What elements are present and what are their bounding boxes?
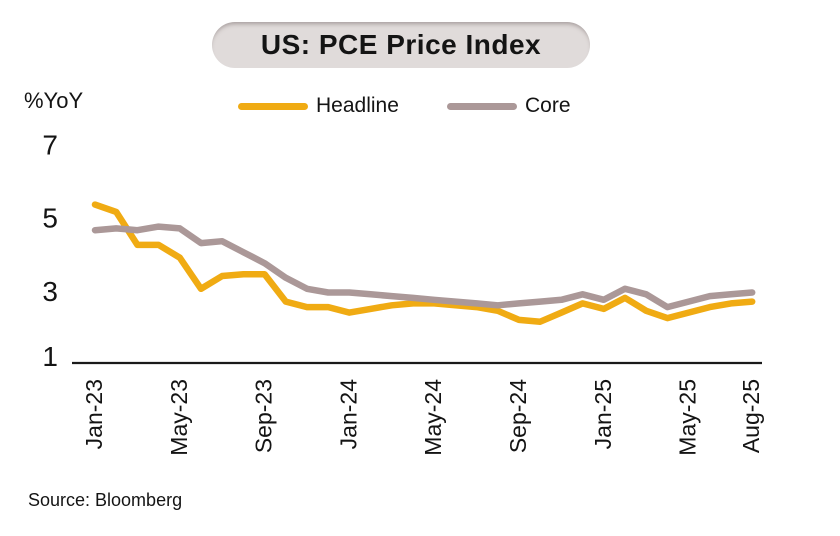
- x-tick-label: Sep-24: [505, 379, 531, 453]
- y-tick-label: 3: [42, 276, 58, 307]
- headline-line-swatch-icon: [238, 102, 308, 110]
- legend-item-headline: Headline: [238, 92, 399, 120]
- y-tick-label: 7: [42, 129, 58, 160]
- legend-label-core: Core: [525, 94, 571, 117]
- chart-title-pill: US: PCE Price Index: [212, 22, 590, 68]
- source-note: Source: Bloomberg: [28, 490, 183, 510]
- headline-line: [91, 201, 756, 325]
- core-line: [91, 223, 756, 311]
- y-tick-label: 5: [42, 203, 58, 234]
- x-tick-label: May-25: [675, 379, 701, 456]
- chart-title: US: PCE Price Index: [260, 29, 542, 60]
- x-tick-label: Jan-23: [81, 379, 107, 449]
- x-tick-label: Sep-23: [251, 379, 277, 453]
- y-tick-label: 1: [42, 341, 58, 372]
- x-tick-label: Jan-24: [335, 379, 361, 450]
- core-line-swatch-icon: [447, 102, 517, 110]
- x-tick-label: May-23: [166, 379, 192, 456]
- legend-label-headline: Headline: [316, 94, 399, 117]
- x-tick-label: May-24: [420, 379, 446, 456]
- y-axis-unit-label: %YoY: [24, 88, 84, 113]
- chart-legend: Headline Core: [0, 92, 840, 120]
- x-tick-label: Jan-25: [590, 379, 616, 449]
- legend-item-core: Core: [447, 92, 571, 120]
- x-tick-label: Aug-25: [738, 379, 764, 453]
